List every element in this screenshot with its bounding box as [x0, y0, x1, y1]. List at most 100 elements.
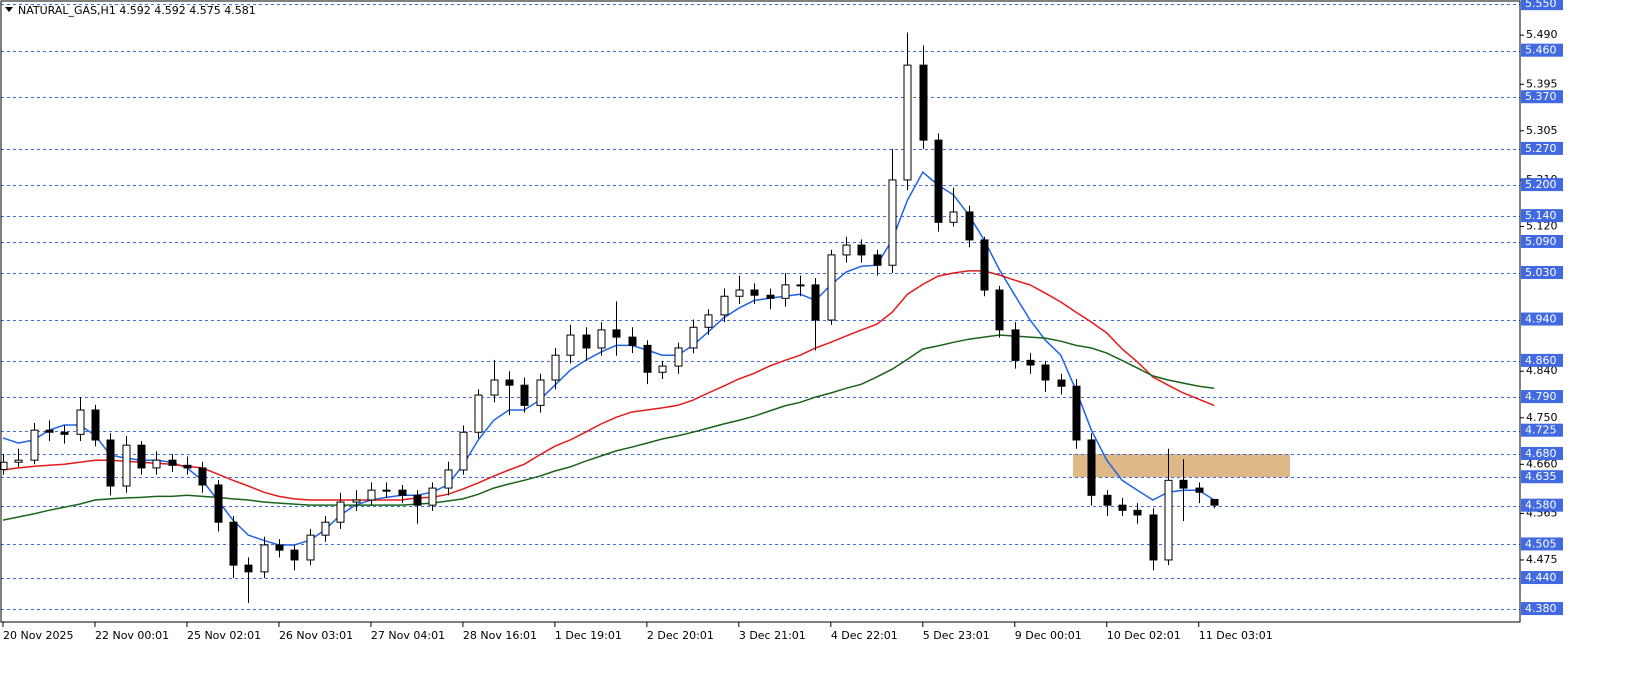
candle-body	[244, 564, 253, 573]
candle-body	[827, 254, 836, 321]
candle-body	[336, 501, 345, 523]
level-box	[1521, 353, 1563, 367]
candle-body	[643, 344, 652, 373]
level-box	[1521, 498, 1563, 512]
candle-body	[811, 284, 820, 321]
candle-body	[628, 336, 637, 346]
candle-body	[45, 429, 54, 433]
y-tick-label: 4.475	[1526, 553, 1558, 566]
y-tick-label: 4.750	[1526, 411, 1558, 424]
candle-body	[321, 521, 330, 536]
x-tick-label: 10 Dec 02:01	[1107, 629, 1181, 642]
candle-body	[382, 489, 391, 492]
zone	[1073, 453, 1290, 478]
candle-body	[735, 289, 744, 297]
candle-body	[367, 489, 376, 501]
level-box	[1521, 209, 1563, 223]
candle-body	[1133, 509, 1142, 516]
x-tick-label: 2 Dec 20:01	[647, 629, 714, 642]
level-label: 4.940	[1525, 313, 1557, 326]
level-label: 4.440	[1525, 571, 1557, 584]
candle-body	[919, 64, 928, 141]
candle-body	[474, 394, 483, 433]
level-box	[1521, 470, 1563, 484]
candle-body	[551, 354, 560, 381]
level-label: 5.090	[1525, 235, 1557, 248]
candle-body	[842, 244, 851, 256]
candle-body	[888, 179, 897, 266]
candle-body	[934, 139, 943, 223]
level-box	[1521, 446, 1563, 460]
level-box	[1521, 90, 1563, 104]
candle-body	[750, 289, 759, 296]
candle-body	[1057, 379, 1066, 387]
candle-body	[980, 239, 989, 291]
candle-body	[1195, 487, 1204, 493]
level-box	[1521, 537, 1563, 551]
candle-body	[1041, 364, 1050, 381]
candle-body	[658, 365, 667, 373]
candle-body	[766, 294, 775, 299]
level-label: 5.550	[1525, 0, 1557, 10]
y-tick-label: 5.120	[1526, 219, 1558, 232]
x-tick-label: 9 Dec 00:01	[1015, 629, 1082, 642]
level-label: 5.370	[1525, 90, 1557, 103]
level-box	[1521, 43, 1563, 57]
candle-body	[306, 534, 315, 561]
y-tick-label: 4.840	[1526, 364, 1558, 377]
candle-body	[597, 329, 606, 349]
candle-body	[229, 521, 238, 566]
candle-body	[183, 464, 192, 469]
level-label: 5.270	[1525, 142, 1557, 155]
candle-body	[1087, 439, 1096, 496]
candle-body	[873, 254, 882, 266]
candle-body	[137, 444, 146, 469]
candle-body	[505, 379, 514, 386]
candle-body	[796, 284, 805, 287]
candle-body	[91, 409, 100, 441]
level-label: 4.860	[1525, 354, 1557, 367]
x-tick-label: 20 Nov 2025	[3, 629, 73, 642]
candle-body	[582, 334, 591, 349]
candle-body	[612, 329, 621, 338]
level-box	[1521, 265, 1563, 279]
candle-body	[995, 289, 1004, 331]
level-box	[1521, 141, 1563, 155]
level-box	[1521, 571, 1563, 585]
level-label: 4.790	[1525, 390, 1557, 403]
candle-body	[30, 429, 39, 461]
collapse-arrow[interactable]	[5, 7, 13, 12]
plot-border	[0, 0, 1521, 623]
level-box	[1521, 234, 1563, 248]
candle-body	[566, 334, 575, 356]
y-tick-label: 5.490	[1526, 28, 1558, 41]
candle-body	[398, 489, 407, 496]
candle-body	[1118, 504, 1127, 511]
x-tick-label: 26 Nov 03:01	[279, 629, 353, 642]
candle-body	[1103, 494, 1112, 506]
level-box	[1521, 312, 1563, 326]
level-box	[1521, 390, 1563, 404]
candle-body	[60, 431, 69, 435]
candle-body	[152, 459, 161, 469]
candle-body	[965, 211, 974, 241]
candle-body	[106, 439, 115, 487]
candle-body	[781, 284, 790, 299]
x-tick-label: 4 Dec 22:01	[831, 629, 898, 642]
level-box	[1521, 178, 1563, 192]
level-box	[1521, 0, 1563, 11]
candle-body	[168, 459, 177, 466]
candle-body	[1072, 385, 1081, 441]
candle-body	[689, 326, 698, 349]
candle-body	[674, 347, 683, 367]
x-tick-label: 1 Dec 19:01	[555, 629, 622, 642]
level-label: 4.505	[1525, 537, 1557, 550]
level-label: 4.725	[1525, 424, 1557, 437]
candle-body	[1164, 479, 1173, 561]
candle-body	[260, 544, 269, 573]
chart-title: NATURAL_GAS,H1 4.592 4.592 4.575 4.581	[18, 4, 256, 17]
x-tick-label: 22 Nov 00:01	[95, 629, 169, 642]
candle-body	[1149, 514, 1158, 561]
